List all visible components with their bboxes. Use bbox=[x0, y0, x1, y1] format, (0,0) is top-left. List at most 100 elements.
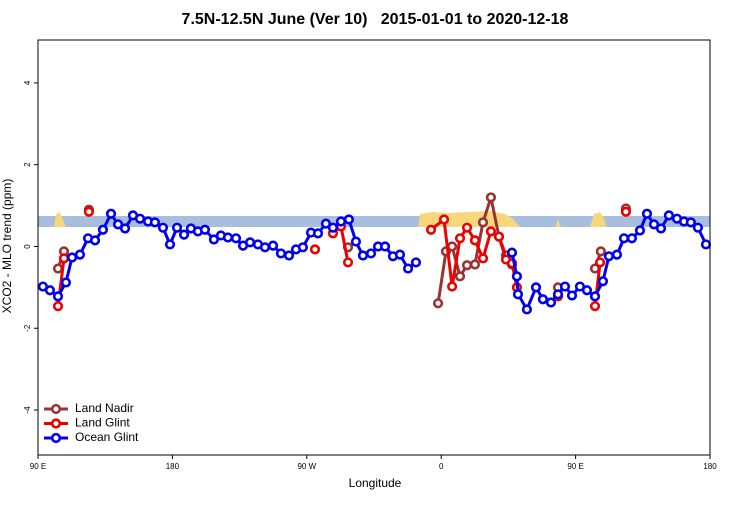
data-point bbox=[589, 301, 601, 312]
data-point bbox=[432, 298, 444, 309]
data-point bbox=[44, 285, 56, 296]
data-point bbox=[52, 263, 64, 274]
y-tick-label: 2 bbox=[23, 162, 32, 167]
land-patch bbox=[556, 219, 561, 227]
data-point bbox=[112, 219, 124, 230]
data-point bbox=[506, 247, 518, 258]
data-point bbox=[97, 224, 109, 235]
y-axis-label: XCO2 - MLO trend (ppm) bbox=[0, 179, 14, 314]
data-point bbox=[66, 252, 78, 263]
data-point bbox=[335, 216, 347, 227]
x-tick-label: 180 bbox=[166, 462, 180, 471]
data-point bbox=[700, 239, 712, 250]
x-tick-label: 90 W bbox=[297, 462, 316, 471]
legend-marker bbox=[50, 418, 62, 429]
data-point bbox=[469, 259, 481, 270]
data-point bbox=[655, 223, 667, 234]
data-point bbox=[620, 206, 632, 217]
x-tick-label: 0 bbox=[439, 462, 444, 471]
data-point bbox=[454, 233, 466, 244]
data-point bbox=[89, 235, 101, 246]
legend-marker bbox=[50, 432, 62, 444]
data-point bbox=[648, 219, 660, 230]
data-point bbox=[134, 213, 146, 224]
legend-marker bbox=[50, 403, 62, 415]
data-point bbox=[379, 241, 391, 252]
data-point bbox=[692, 222, 704, 233]
data-point bbox=[230, 233, 242, 244]
data-point bbox=[267, 240, 279, 251]
data-point bbox=[178, 229, 190, 240]
data-point bbox=[594, 257, 606, 268]
legend-label: Land Nadir bbox=[75, 401, 134, 415]
y-tick-label: -4 bbox=[23, 406, 32, 414]
data-point bbox=[447, 281, 458, 292]
data-point bbox=[297, 242, 309, 253]
y-tick-label: 4 bbox=[23, 80, 32, 85]
data-point bbox=[552, 289, 564, 300]
data-point bbox=[559, 281, 571, 292]
data-point bbox=[60, 277, 72, 288]
data-point bbox=[493, 231, 505, 242]
ticks: 90 E 180 90 W 0 90 E 180 -4 -2 0 2 4 bbox=[23, 80, 717, 471]
plot-frame bbox=[37, 39, 711, 456]
data-point bbox=[530, 282, 542, 293]
chart-title: 7.5N-12.5N June (Ver 10) 2015-01-01 to 2… bbox=[182, 11, 569, 28]
data-point bbox=[589, 291, 601, 302]
land-patch bbox=[590, 212, 606, 227]
data-point bbox=[105, 208, 117, 219]
data-point bbox=[327, 222, 339, 233]
data-point bbox=[343, 214, 355, 225]
data-point bbox=[438, 214, 450, 225]
data-point bbox=[477, 217, 489, 228]
data-point bbox=[58, 253, 70, 264]
data-point bbox=[477, 253, 489, 264]
data-point bbox=[511, 271, 523, 282]
data-point bbox=[485, 192, 497, 203]
data-point bbox=[157, 222, 169, 233]
data-point bbox=[309, 244, 321, 255]
ocean-band bbox=[38, 216, 710, 227]
data-point bbox=[618, 233, 630, 244]
data-point bbox=[461, 260, 473, 271]
data-point bbox=[149, 217, 161, 228]
data-point bbox=[83, 206, 95, 217]
data-point bbox=[357, 250, 369, 261]
legend-label: Ocean Glint bbox=[75, 430, 139, 444]
data-point bbox=[425, 224, 437, 235]
data-point bbox=[365, 248, 377, 259]
data-point bbox=[663, 210, 675, 221]
data-point bbox=[52, 301, 64, 312]
data-point bbox=[164, 239, 176, 250]
data-point bbox=[402, 263, 414, 274]
data-point bbox=[537, 294, 548, 305]
data-point bbox=[566, 290, 578, 301]
data-point bbox=[454, 271, 466, 282]
x-tick-label: 90 E bbox=[567, 462, 583, 471]
data-point bbox=[342, 257, 354, 268]
data-point bbox=[283, 250, 295, 261]
data-point bbox=[320, 218, 332, 229]
series-group bbox=[37, 192, 712, 315]
data-point bbox=[611, 249, 623, 260]
data-point bbox=[447, 241, 458, 252]
data-point bbox=[119, 223, 131, 234]
data-point bbox=[199, 224, 211, 235]
data-point bbox=[641, 208, 653, 219]
x-axis-label: Longitude bbox=[349, 476, 402, 490]
data-point bbox=[595, 246, 606, 257]
data-point bbox=[259, 242, 271, 253]
data-point bbox=[589, 263, 601, 274]
data-point bbox=[603, 251, 615, 262]
data-point bbox=[244, 237, 256, 248]
y-tick-label: 0 bbox=[23, 244, 32, 249]
data-point bbox=[685, 217, 696, 228]
legend-label: Land Glint bbox=[75, 416, 130, 430]
data-point bbox=[394, 249, 406, 260]
land-patch bbox=[54, 212, 66, 227]
data-point bbox=[545, 297, 557, 308]
data-point bbox=[171, 222, 183, 233]
data-point bbox=[626, 233, 637, 244]
